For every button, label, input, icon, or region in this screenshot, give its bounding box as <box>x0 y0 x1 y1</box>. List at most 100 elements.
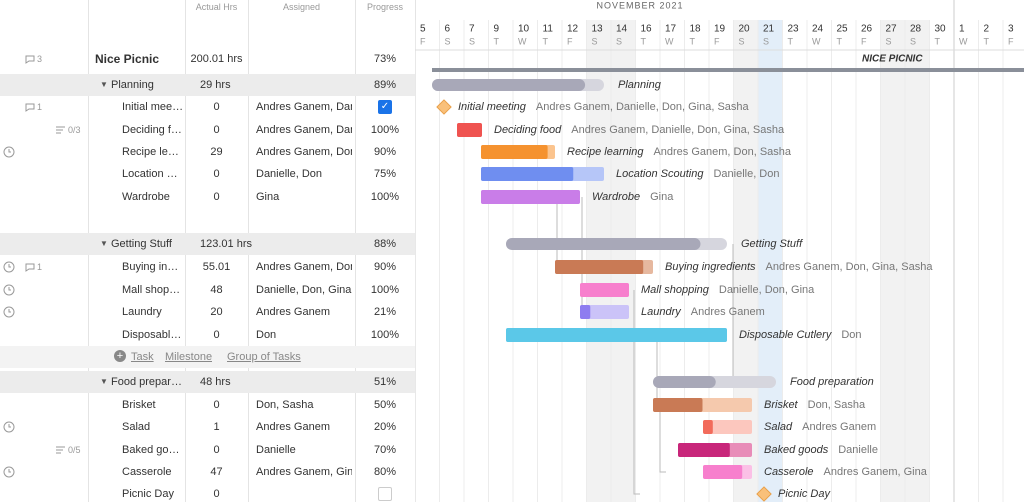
task-name: Laundry <box>122 306 162 318</box>
progress: 100% <box>370 124 400 136</box>
clock-icon <box>3 421 15 433</box>
checkbox[interactable]: ✓ <box>378 100 392 114</box>
group-toggle[interactable]: ▼ <box>100 239 108 248</box>
task-name: Deciding food <box>122 124 184 136</box>
progress: 80% <box>373 466 397 478</box>
hours: 48 hrs <box>200 376 231 388</box>
assigned: Andres Ganem <box>256 306 330 318</box>
task-bar <box>703 420 752 434</box>
bar-assignees: Don, Sasha <box>808 399 866 411</box>
progress: 89% <box>373 79 397 91</box>
bar-assignees: Andres Ganem <box>691 306 765 318</box>
weekday: F <box>567 36 573 46</box>
add-icon[interactable]: + <box>114 350 126 362</box>
weekday: S <box>469 36 475 46</box>
progress: 21% <box>373 306 397 318</box>
assigned: Don, Sasha <box>256 399 314 411</box>
day-number: 20 <box>739 24 751 35</box>
task-name: Initial meeting <box>122 101 184 113</box>
checkbox[interactable] <box>378 487 392 501</box>
bar-label: Laundry <box>641 306 682 318</box>
task-bar-progress <box>481 145 548 159</box>
task-name: Picnic Day <box>122 488 174 500</box>
task-bar-progress <box>678 443 730 457</box>
column-header: Actual Hrs <box>195 2 238 12</box>
group-bar-progress <box>653 376 716 388</box>
row-band <box>0 233 415 255</box>
bar-label: Recipe learning <box>567 146 644 158</box>
project-bar <box>432 68 1024 72</box>
add-group-link[interactable]: Group of Tasks <box>227 351 301 363</box>
task-bar-progress <box>580 283 629 297</box>
bar-label: Salad <box>764 421 793 433</box>
day-number: 23 <box>788 24 800 35</box>
progress: 73% <box>373 53 397 65</box>
day-number: 2 <box>984 24 990 35</box>
bar-assignees: Andres Ganem, Gina <box>824 466 928 478</box>
task-bar-progress <box>506 328 727 342</box>
day-number: 25 <box>837 24 849 35</box>
milestone <box>436 99 452 115</box>
milestone <box>756 486 772 502</box>
progress: 100% <box>370 284 400 296</box>
weekday: T <box>935 36 941 46</box>
hours: 0 <box>213 444 220 456</box>
day-number: 9 <box>494 24 500 35</box>
day-number: 24 <box>812 24 824 35</box>
day-number: 14 <box>616 24 628 35</box>
progress: 50% <box>373 399 397 411</box>
task-bar-progress <box>580 305 591 319</box>
clock-icon <box>3 306 15 318</box>
progress: 75% <box>373 168 397 180</box>
day-shade <box>905 20 930 502</box>
bar-label: Planning <box>618 79 662 91</box>
bar-label: Getting Stuff <box>741 238 803 250</box>
task-name: Disposable Cutlery <box>122 329 184 341</box>
progress: 88% <box>373 238 397 250</box>
add-milestone-link[interactable]: Milestone <box>165 351 213 363</box>
row-band <box>0 346 415 368</box>
bar-assignees: Andres Ganem, Don, Gina, Sasha <box>766 261 934 273</box>
bar-assignees: Danielle, Don <box>713 168 779 180</box>
column-header: Assigned <box>282 2 321 12</box>
bar-label: Food preparation <box>790 376 874 388</box>
group-toggle[interactable]: ▼ <box>100 80 108 89</box>
bar-label: Disposable Cutlery <box>739 329 833 341</box>
bar-assignees: Andres Ganem, Danielle, Don, Gina, Sasha <box>536 101 750 113</box>
clock-icon <box>3 261 15 273</box>
add-task-link[interactable]: Task <box>131 351 154 363</box>
row-band <box>0 74 415 96</box>
hours: 48 <box>210 284 223 296</box>
task-name: Brisket <box>122 399 156 411</box>
day-number: 13 <box>592 24 604 35</box>
bar-assignees: Andres Ganem, Danielle, Don, Gina, Sasha <box>571 124 785 136</box>
hours: 0 <box>213 124 220 136</box>
hours: 47 <box>210 466 223 478</box>
day-number: 16 <box>641 24 653 35</box>
assigned: Andres Ganem, Don, Sasha <box>256 146 352 158</box>
progress: 100% <box>370 329 400 341</box>
assigned: Danielle, Don, Gina <box>256 284 352 296</box>
progress: 51% <box>373 376 397 388</box>
bar-label: Picnic Day <box>778 488 831 500</box>
group-bar-progress <box>432 79 586 91</box>
assigned: Don <box>256 329 277 341</box>
day-number: 6 <box>445 24 451 35</box>
group-bar-progress <box>506 238 701 250</box>
task-table: Actual Hrs Assigned Progress Nice Picnic 200… <box>0 0 416 502</box>
hours: 0 <box>213 488 220 500</box>
progress: 20% <box>373 421 397 433</box>
bar-label: Buying ingredients <box>665 261 756 273</box>
day-number: 5 <box>420 24 426 35</box>
group-name: Food preparation <box>111 376 185 388</box>
weekday: T <box>788 36 794 46</box>
weekday: T <box>641 36 647 46</box>
bar-label: Wardrobe <box>592 191 640 203</box>
group-toggle[interactable]: ▼ <box>100 377 108 386</box>
day-number: 27 <box>886 24 898 35</box>
task-name: Location Scouting <box>122 168 184 180</box>
comment-count: 1 <box>37 102 43 112</box>
assigned: Gina <box>256 191 280 203</box>
bar-assignees: Andres Ganem, Don, Sasha <box>653 146 791 158</box>
task-name: Casserole <box>122 466 172 478</box>
